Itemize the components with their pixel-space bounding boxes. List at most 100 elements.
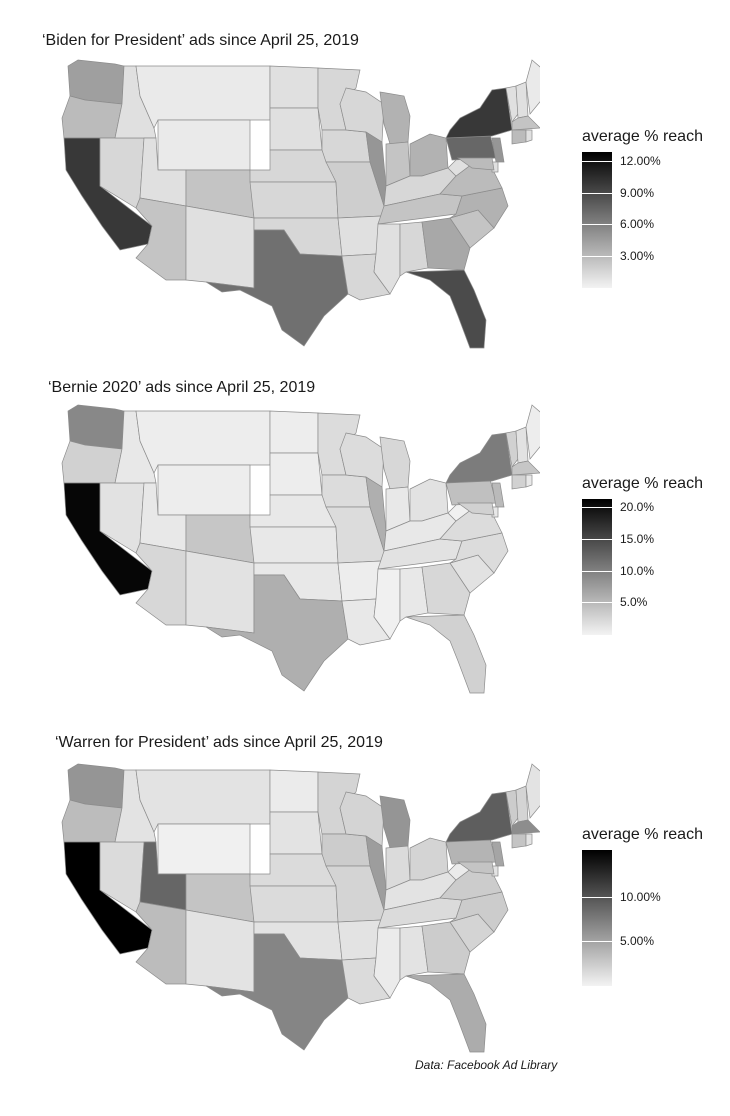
legend-tick-mark xyxy=(582,602,612,604)
data-source-caption: Data: Facebook Ad Library xyxy=(415,1058,558,1072)
legend-tick-label: 6.00% xyxy=(620,217,655,232)
state-ny xyxy=(445,791,513,843)
state-ga xyxy=(421,921,471,975)
legend-tick: 5.0% xyxy=(582,595,722,610)
state-nh xyxy=(515,426,529,464)
state-ma xyxy=(511,819,540,835)
state-ar xyxy=(337,215,383,257)
legend-tick-label: 5.0% xyxy=(620,595,648,610)
state-mi xyxy=(379,436,411,490)
state-md xyxy=(456,861,495,875)
state-nm xyxy=(185,550,255,634)
panel-title: ‘Biden for President’ ads since April 25… xyxy=(42,32,359,49)
state-sd xyxy=(269,452,323,496)
state-wy xyxy=(157,823,251,875)
us-choropleth-map xyxy=(61,404,540,694)
legend-color-bar xyxy=(582,499,612,635)
legend-tick-mark xyxy=(582,192,612,194)
state-ks xyxy=(249,181,339,219)
panel-title: ‘Warren for President’ ads since April 2… xyxy=(55,734,383,751)
state-nh xyxy=(515,81,529,119)
legend-tick: 20.0% xyxy=(582,500,722,515)
state-ri xyxy=(525,474,533,488)
bernie-panel: ‘Bernie 2020’ ads since April 25, 2019 a… xyxy=(0,375,730,725)
state-nd xyxy=(269,410,319,454)
state-ny xyxy=(445,432,513,484)
state-mt xyxy=(135,65,271,129)
legend-tick-mark xyxy=(582,539,612,541)
legend-tick-label: 20.0% xyxy=(620,500,655,515)
state-me xyxy=(525,404,540,460)
state-ks xyxy=(249,885,339,923)
state-nj xyxy=(491,137,505,163)
state-ga xyxy=(421,217,471,271)
state-wy xyxy=(157,464,251,516)
state-ne xyxy=(249,494,337,528)
warren-panel: ‘Warren for President’ ads since April 2… xyxy=(0,730,730,1080)
us-choropleth-map xyxy=(61,763,540,1053)
legend-tick: 10.00% xyxy=(582,890,722,905)
legend-tick-label: 9.00% xyxy=(620,185,655,200)
us-choropleth-map xyxy=(61,59,540,349)
state-md xyxy=(456,157,495,171)
legend-tick-mark xyxy=(582,507,612,509)
legend: average % reach 12.00% 9.00% 6.00% 3.00% xyxy=(582,128,722,288)
legend-title: average % reach xyxy=(582,475,703,492)
state-me xyxy=(525,763,540,819)
state-wy xyxy=(157,119,251,171)
state-ne xyxy=(249,853,337,887)
legend-tick: 5.00% xyxy=(582,934,722,949)
state-ri xyxy=(525,833,533,847)
state-mt xyxy=(135,769,271,833)
legend-tick: 10.0% xyxy=(582,563,722,579)
state-ma xyxy=(511,115,540,131)
legend-tick-mark xyxy=(582,255,612,257)
state-ct xyxy=(511,129,527,145)
legend-tick-mark xyxy=(582,897,612,899)
state-nd xyxy=(269,65,319,109)
legend: average % reach 10.00% 5.00% xyxy=(582,826,722,986)
legend-color-bar xyxy=(582,850,612,986)
state-ct xyxy=(511,474,527,490)
state-ga xyxy=(421,562,471,616)
state-md xyxy=(456,502,495,516)
state-nm xyxy=(185,205,255,289)
state-me xyxy=(525,59,540,115)
state-sd xyxy=(269,811,323,855)
state-fl xyxy=(405,973,487,1053)
legend-tick-mark xyxy=(582,224,612,226)
state-ma xyxy=(511,460,540,476)
legend-tick-label: 10.0% xyxy=(620,563,655,578)
legend-tick: 9.00% xyxy=(582,185,722,201)
state-sd xyxy=(269,107,323,151)
state-ar xyxy=(337,560,383,602)
legend-tick: 12.00% xyxy=(582,154,722,169)
state-ct xyxy=(511,833,527,849)
state-al xyxy=(399,566,429,622)
legend-tick-label: 12.00% xyxy=(620,154,661,169)
legend-tick-label: 15.0% xyxy=(620,532,655,547)
state-tx xyxy=(205,933,349,1051)
state-ar xyxy=(337,919,383,961)
state-al xyxy=(399,221,429,277)
state-ia xyxy=(321,833,371,867)
state-ne xyxy=(249,149,337,183)
state-nm xyxy=(185,909,255,993)
state-ny xyxy=(445,87,513,139)
state-ri xyxy=(525,129,533,143)
state-fl xyxy=(405,614,487,694)
state-tx xyxy=(205,574,349,692)
state-ia xyxy=(321,129,371,163)
state-nh xyxy=(515,785,529,823)
state-ks xyxy=(249,526,339,564)
biden-panel: ‘Biden for President’ ads since April 25… xyxy=(0,30,730,380)
state-nj xyxy=(491,841,505,867)
legend-tick-label: 10.00% xyxy=(620,890,661,905)
state-tx xyxy=(205,229,349,347)
legend-tick-mark xyxy=(582,570,612,572)
panel-title: ‘Bernie 2020’ ads since April 25, 2019 xyxy=(48,379,316,396)
legend-tick: 6.00% xyxy=(582,217,722,232)
legend: average % reach 20.0% 15.0% 10.0% 5.0% xyxy=(582,475,722,635)
legend-tick: 3.00% xyxy=(582,249,722,264)
state-mi xyxy=(379,91,411,145)
